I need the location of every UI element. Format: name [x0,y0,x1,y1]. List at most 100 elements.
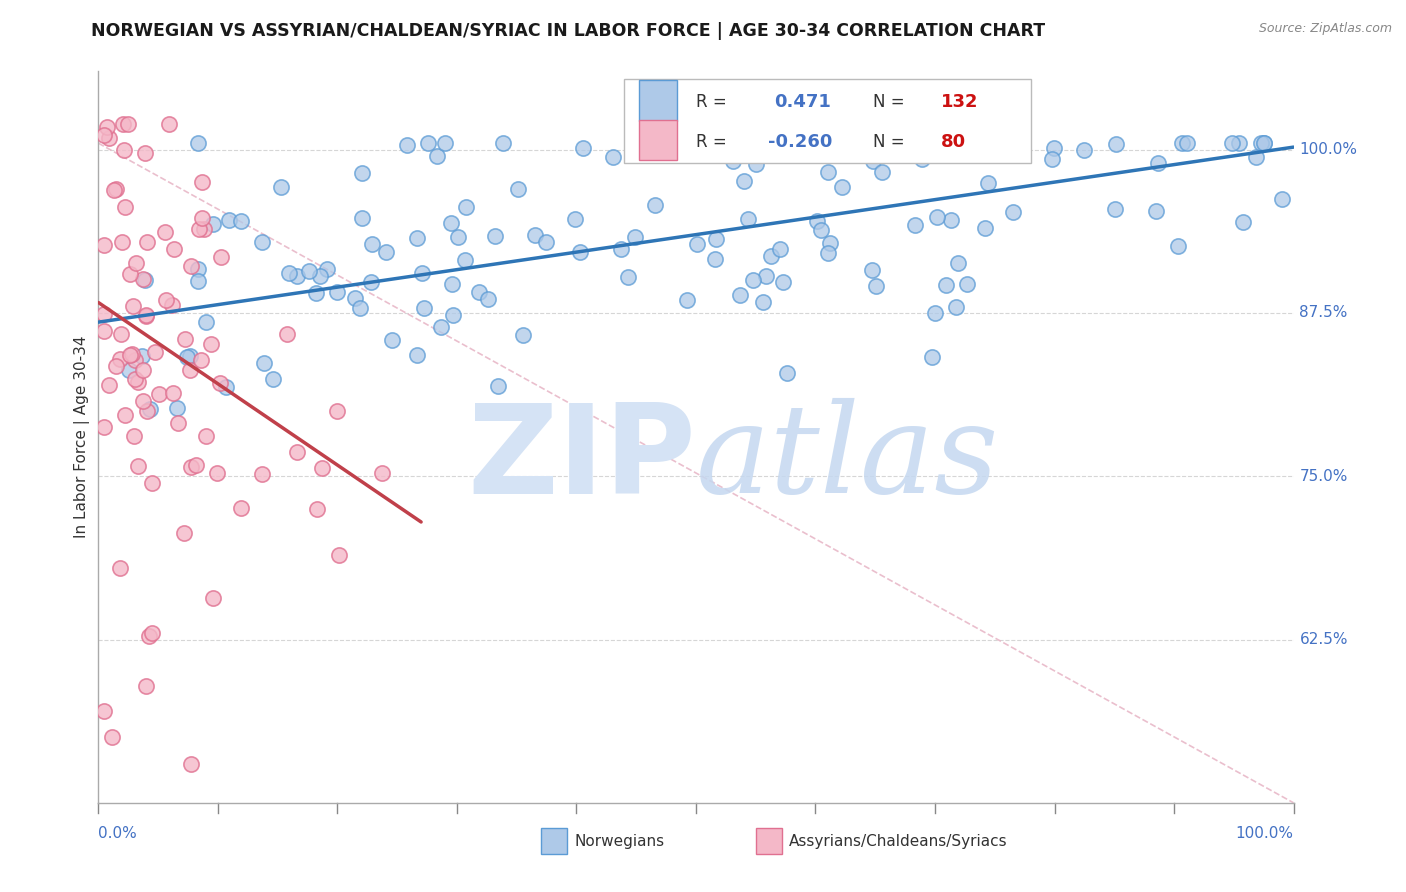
Text: 0.471: 0.471 [773,94,831,112]
Point [434,136,457,151]
Text: Assyrians/Chaldeans/Syriacs: Assyrians/Chaldeans/Syriacs [789,834,1008,849]
Point [98,378,121,392]
Point [1146,155,1168,169]
Text: 0.0%: 0.0% [98,826,138,841]
Point [413,301,436,316]
Point [173,332,195,346]
Point [925,210,948,224]
Point [160,298,183,312]
Point [112,143,135,157]
Point [371,466,394,480]
Bar [638,120,676,160]
Point [138,629,160,643]
Point [1171,136,1194,151]
Point [108,560,131,574]
Point [955,136,977,151]
Point [298,264,321,278]
Point [486,379,509,393]
Point [180,756,202,771]
Point [946,256,969,270]
Point [229,214,252,228]
Point [191,211,214,226]
Point [209,376,232,390]
Point [176,350,198,364]
Point [278,266,301,280]
Point [124,372,146,386]
Point [1250,136,1272,151]
Point [96,120,118,134]
Point [349,301,371,316]
Point [110,326,132,341]
Point [93,128,115,142]
Point [865,279,887,293]
Bar [756,829,782,854]
Text: 87.5%: 87.5% [1299,305,1348,320]
Point [121,347,143,361]
Point [167,417,190,431]
Point [148,387,170,401]
Text: R =: R = [696,94,733,112]
Point [806,214,828,228]
Point [316,262,339,277]
Point [1144,204,1167,219]
Point [122,429,145,443]
Point [1043,141,1066,155]
Point [153,225,176,239]
Point [935,277,957,292]
Point [1167,239,1189,253]
Point [468,285,491,300]
Point [307,501,329,516]
Point [200,337,222,351]
Point [1177,136,1199,151]
Point [755,268,778,283]
Point [534,235,557,250]
Point [155,293,177,307]
Point [759,250,782,264]
Point [763,136,786,151]
Point [441,308,464,322]
Point [411,266,433,280]
Point [202,217,225,231]
Point [194,429,217,443]
Point [817,164,839,178]
Point [127,459,149,474]
Point [103,183,125,197]
Point [311,461,333,475]
Point [831,180,853,194]
Point [981,136,1004,151]
Point [166,401,188,415]
Point [568,245,591,260]
Point [1002,204,1025,219]
Point [132,272,155,286]
Point [439,216,461,230]
Text: R =: R = [696,133,733,151]
Point [173,526,195,541]
Point [184,458,207,473]
Point [180,459,202,474]
Point [187,275,209,289]
Point [139,401,162,416]
Point [135,308,157,322]
Point [967,146,990,161]
Point [974,220,997,235]
Point [360,237,382,252]
Text: Norwegians: Norwegians [574,834,664,849]
Point [135,679,157,693]
Point [118,267,141,281]
Point [772,275,794,289]
Text: ZIP: ZIP [467,399,696,519]
Point [93,419,115,434]
Point [118,348,141,362]
Point [406,231,429,245]
Point [343,292,366,306]
Point [352,165,374,179]
Point [187,136,209,151]
Point [1007,142,1029,156]
Point [118,363,141,377]
Point [1105,136,1128,151]
Point [162,385,184,400]
Point [447,230,470,244]
Point [704,252,727,266]
Point [1040,152,1063,166]
Text: 75.0%: 75.0% [1299,469,1348,483]
